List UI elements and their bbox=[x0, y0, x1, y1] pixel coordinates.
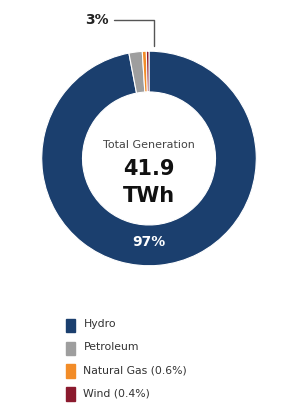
Text: 41.9: 41.9 bbox=[123, 159, 175, 179]
Text: Total Generation: Total Generation bbox=[103, 140, 195, 150]
Wedge shape bbox=[142, 51, 147, 92]
Text: Wind (0.4%): Wind (0.4%) bbox=[83, 388, 150, 398]
Text: 3%: 3% bbox=[85, 13, 154, 46]
Wedge shape bbox=[42, 51, 256, 266]
Wedge shape bbox=[129, 51, 145, 93]
Text: Hydro: Hydro bbox=[83, 319, 116, 329]
Text: TWh: TWh bbox=[123, 186, 175, 206]
Wedge shape bbox=[146, 51, 149, 92]
Text: Natural Gas (0.6%): Natural Gas (0.6%) bbox=[83, 365, 187, 375]
Text: 97%: 97% bbox=[132, 235, 166, 249]
Text: Petroleum: Petroleum bbox=[83, 342, 139, 352]
